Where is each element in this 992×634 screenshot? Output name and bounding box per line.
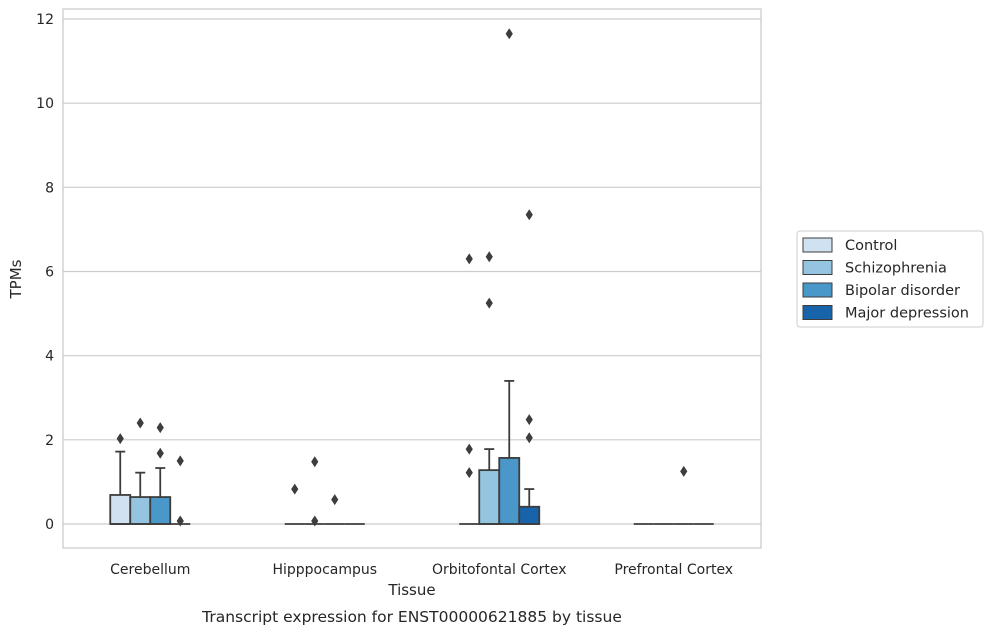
x-tick-label: Orbitofontal Cortex [432,562,567,578]
y-tick-labels: 0 2 4 6 8 10 12 [36,12,54,533]
y-tick-label: 0 [45,517,54,533]
box-group [459,253,480,525]
y-tick-label: 4 [45,349,54,365]
box-group [149,422,172,525]
outlier-point [291,483,299,495]
box-schizophrenia [129,496,152,525]
outlier-point [311,456,319,468]
outlier-point [505,28,513,40]
y-tick-label: 12 [36,12,54,28]
outlier-point [465,467,473,479]
outlier-point [156,447,164,459]
legend-swatch [802,282,833,298]
chart-caption: Transcript expression for ENST0000062188… [201,608,622,626]
legend-frame [796,230,984,328]
box-group [129,417,152,525]
outlier-point [680,465,688,477]
box-group [109,433,132,525]
box-group [478,251,501,525]
legend-label: Control [845,238,897,254]
y-tick-label: 10 [36,96,54,112]
legend-swatch [802,237,833,253]
outlier-point [136,417,144,429]
outlier-point [485,251,493,263]
outlier-point [465,443,473,455]
legend-items: Control Schizophrenia Bipolar disorder Majo… [802,237,969,322]
box-bipolar-disorder [149,496,172,525]
y-tick-label: 8 [45,180,54,196]
legend: Control Schizophrenia Bipolar disorder Majo… [796,230,984,328]
x-axis-title: Tissue [387,581,435,599]
x-tick-label: Cerebellum [110,562,190,578]
box-group [673,465,694,525]
box-group [518,209,541,525]
plot-area-frame [62,8,762,549]
outlier-point [485,297,493,309]
legend-label: Schizophrenia [845,261,947,277]
outlier-point [465,253,473,265]
legend-label: Bipolar disorder [845,283,960,299]
box-schizophrenia [478,469,501,525]
outlier-point [331,494,339,506]
outlier-point [156,422,164,434]
outlier-point [176,515,184,527]
y-axis-title: TPMs [7,259,25,299]
y-tick-label: 2 [45,433,54,449]
legend-swatch [802,305,833,320]
boxes [109,28,714,527]
box-major-depression [518,505,541,525]
box-group [498,28,521,525]
legend-swatch [802,260,833,275]
y-tick-label: 6 [45,265,54,281]
outlier-point [311,515,319,527]
x-tick-label: Prefrontal Cortex [614,562,733,578]
outlier-point [525,209,533,221]
box-bipolar-disorder [498,457,521,525]
outlier-point [176,455,184,467]
legend-label: Major depression [845,306,969,322]
box-control [109,494,132,525]
box-group [170,455,191,527]
outlier-point [525,414,533,426]
box-group [304,456,325,527]
box-group [284,483,305,525]
box-group [324,494,345,525]
x-tick-label: Hipppocampus [272,562,377,578]
x-tick-labels: Cerebellum Hipppocampus Orbitofontal Corte… [110,562,733,578]
outlier-point [116,433,124,445]
gridlines [63,18,761,525]
outlier-point [525,432,533,444]
